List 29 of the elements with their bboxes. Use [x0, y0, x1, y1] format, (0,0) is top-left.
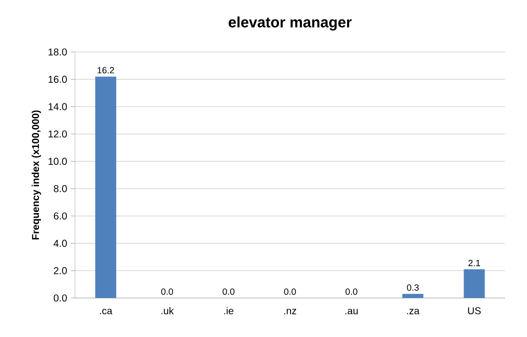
data-label: 0.0 [346, 288, 358, 295]
data-label: 16.2 [98, 67, 114, 74]
data-label: 0.0 [284, 288, 296, 295]
bar [402, 294, 424, 298]
y-tick-label: 2.0 [54, 267, 67, 274]
x-tick-label: .ie [224, 306, 234, 314]
y-tick-label: 6.0 [54, 212, 67, 220]
data-label: 0.0 [222, 288, 234, 295]
y-tick-label: 8.0 [54, 185, 67, 192]
data-label: 0.3 [406, 284, 419, 291]
x-tick-label: .nz [284, 308, 296, 314]
bar [95, 76, 116, 298]
y-tick-label: 14.0 [48, 103, 67, 110]
x-tick-label: .ca [100, 308, 112, 314]
y-tick-label: 10.0 [48, 158, 67, 165]
y-tick-label: 18.0 [48, 48, 67, 56]
y-axis-title: Frequency index (x100,000) [32, 110, 41, 240]
x-tick-label: .uk [161, 306, 174, 314]
chart-title: elevator manager [228, 16, 352, 31]
y-tick-label: 16.0 [48, 76, 67, 83]
data-label: 2.1 [468, 260, 480, 266]
x-tick-label: US [468, 307, 481, 314]
x-tick-label: .za [407, 308, 420, 314]
bar [464, 269, 485, 298]
y-tick-label: 4.0 [54, 240, 67, 247]
y-tick-label: 12.0 [48, 130, 67, 138]
data-label: 0.0 [161, 288, 174, 295]
x-tick-label: .au [345, 308, 358, 314]
y-tick-label: 0.0 [54, 294, 67, 302]
